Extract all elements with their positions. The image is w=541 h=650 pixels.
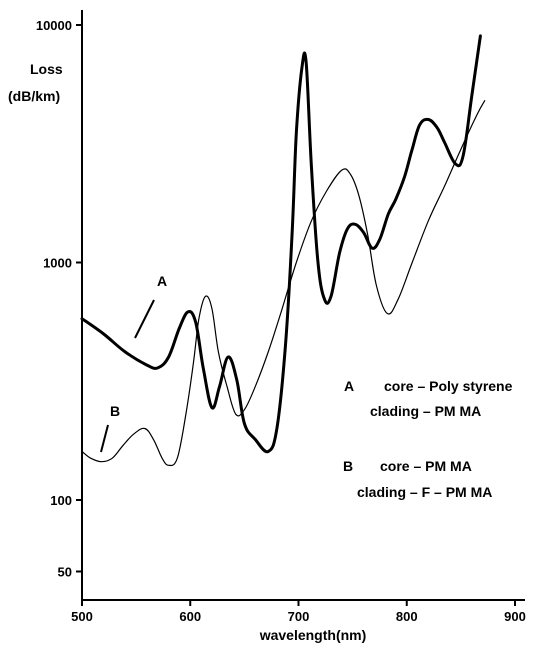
x-tick-label: 900 [504, 609, 526, 624]
x-tick-label: 800 [396, 609, 418, 624]
legend-a-letter: A [344, 378, 354, 394]
curve-b-pointer [100, 424, 109, 453]
x-tick-label: 700 [288, 609, 310, 624]
y-tick-label: 1000 [43, 256, 72, 271]
curve-a-pointer [134, 299, 155, 339]
plot-area [80, 34, 486, 467]
y-axis-label-line1: Loss [30, 61, 63, 77]
legend-a-clad: clading – PM MA [370, 403, 481, 419]
legend-b-clad: clading – F – PM MA [357, 484, 492, 500]
series-line-b [81, 100, 486, 467]
legend-b-core: core – PM MA [380, 458, 472, 474]
axes [81, 10, 525, 601]
y-tick-label: 50 [58, 564, 72, 579]
ticks: 500 600 700 800 900 50 100 1000 10000 [36, 18, 526, 624]
legend-b-letter: B [343, 458, 353, 474]
curve-b-label: B [110, 403, 120, 419]
y-axis-label-line2: (dB/km) [8, 88, 60, 104]
y-tick-label: 10000 [36, 18, 72, 33]
curve-a-label: A [157, 273, 167, 289]
x-tick-label: 500 [71, 609, 93, 624]
x-tick-label: 600 [179, 609, 201, 624]
series-line-a [80, 34, 482, 454]
y-tick-label: 100 [50, 493, 72, 508]
x-axis-label: wavelength(nm) [259, 627, 367, 643]
legend-a-core: core – Poly styrene [384, 378, 513, 394]
